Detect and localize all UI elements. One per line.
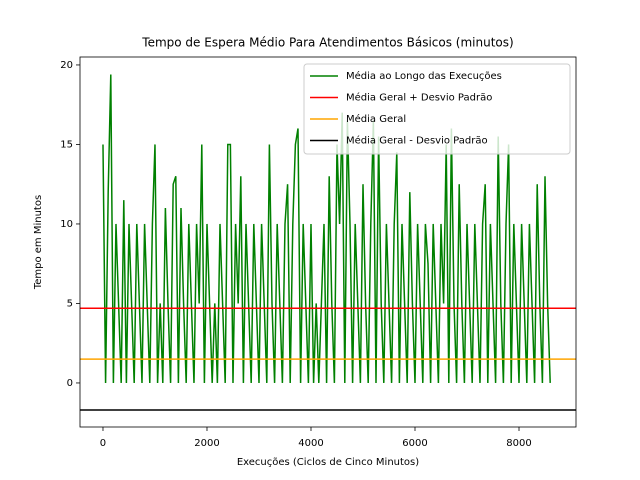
y-tick-label: 0 bbox=[67, 378, 73, 389]
x-axis-label: Execuções (Ciclos de Cinco Minutos) bbox=[237, 457, 419, 468]
legend-label: Média Geral - Desvio Padrão bbox=[346, 135, 488, 147]
x-tick-label: 6000 bbox=[402, 438, 427, 449]
x-tick-label: 8000 bbox=[506, 438, 531, 449]
x-tick-label: 4000 bbox=[298, 438, 323, 449]
y-tick-label: 15 bbox=[60, 139, 73, 150]
y-tick-label: 20 bbox=[60, 60, 73, 71]
legend-label: Média Geral bbox=[346, 113, 406, 125]
y-axis-label: Tempo em Minutos bbox=[33, 195, 44, 290]
x-tick-label: 0 bbox=[100, 438, 106, 449]
axes-frame bbox=[79, 56, 577, 428]
legend-box bbox=[303, 63, 571, 155]
data-line bbox=[102, 74, 551, 383]
plot-area bbox=[80, 74, 576, 411]
y-tick-label: 5 bbox=[67, 298, 73, 309]
y-tick-label: 10 bbox=[60, 219, 73, 230]
chart-title: Tempo de Espera Médio Para Atendimentos … bbox=[141, 36, 513, 50]
legend-label: Média Geral + Desvio Padrão bbox=[346, 92, 492, 104]
legend-label: Média ao Longo das Execuções bbox=[346, 70, 502, 82]
x-tick-label: 2000 bbox=[194, 438, 219, 449]
